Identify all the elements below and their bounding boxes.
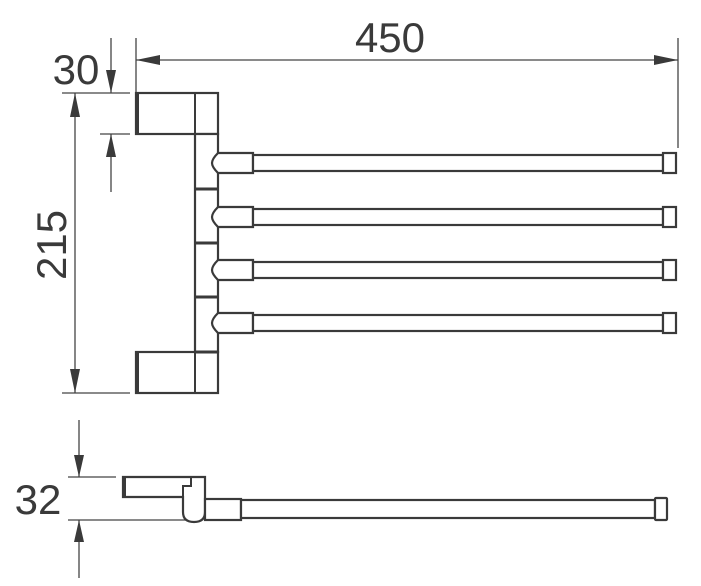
side-view <box>121 475 669 524</box>
arm-end-cap <box>661 151 678 175</box>
towel-arm <box>210 258 678 282</box>
arm-rod <box>251 260 665 280</box>
dimension-label-32: 32 <box>15 476 62 523</box>
bottom-bracket <box>134 350 220 395</box>
arrow-down <box>106 70 116 93</box>
top-bracket <box>134 91 220 136</box>
arrow-up <box>74 520 84 542</box>
side-bracket <box>121 475 207 524</box>
arm-rod <box>251 207 665 227</box>
dimension-215: 215 <box>28 92 130 394</box>
arrow-down <box>70 369 80 393</box>
side-rod-end-cap <box>653 496 669 522</box>
dimension-label-30: 30 <box>53 46 100 93</box>
side-rod <box>239 498 657 520</box>
dimension-30: 30 <box>53 38 130 192</box>
arrow-left <box>136 55 160 65</box>
arm-pivot-knob <box>210 311 255 335</box>
towel-arm <box>210 311 678 335</box>
front-view <box>134 91 678 395</box>
arrow-right <box>654 55 678 65</box>
arm-end-cap <box>661 311 678 335</box>
dimension-32: 32 <box>15 420 186 578</box>
side-collar <box>203 497 243 522</box>
arrow-up <box>70 93 80 117</box>
towel-arm <box>210 151 678 175</box>
dimension-label-450: 450 <box>355 14 425 61</box>
arm-pivot-knob <box>210 205 255 229</box>
arrow-up <box>106 134 116 157</box>
arm-end-cap <box>661 205 678 229</box>
arrow-down <box>74 455 84 477</box>
dimension-450: 450 <box>135 14 679 148</box>
arm-end-cap <box>661 258 678 282</box>
arm-pivot-knob <box>210 151 255 175</box>
arm-pivot-knob <box>210 258 255 282</box>
towel-arm <box>210 205 678 229</box>
arm-rod <box>251 153 665 173</box>
arm-rod <box>251 313 665 333</box>
dimension-label-215: 215 <box>28 210 75 280</box>
